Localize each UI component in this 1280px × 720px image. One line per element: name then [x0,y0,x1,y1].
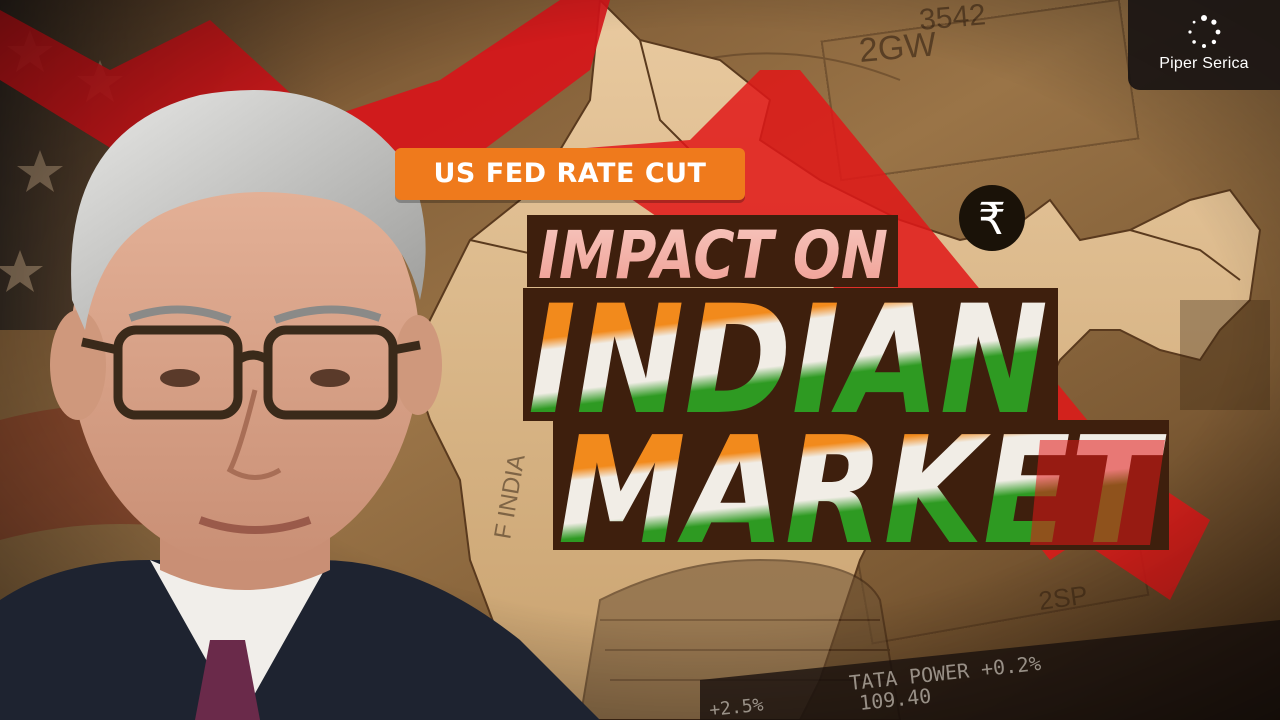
glasses-icon [81,325,421,420]
headline-line-2: INDIAN [528,274,1048,448]
speaker-portrait [0,90,600,720]
dotted-ring-logo-icon [1188,15,1221,48]
down-trend-arrow-head [1030,440,1165,545]
brand-name: Piper Serica [1159,55,1249,72]
banknote-serial: 2GW [857,25,937,70]
headline-line-1: IMPACT ON [538,217,888,294]
banknote-serial-2: 2SP [1037,579,1090,616]
svg-text:3542: 3542 [918,0,987,37]
svg-text:₹: ₹ [978,194,1006,245]
rupee-icon: ₹ [959,185,1025,251]
ticker-text-2: +2.5% [708,694,764,720]
headline-panel-2 [523,288,1058,421]
brand-badge: Piper Serica [1128,0,1280,90]
topic-tag: US FED RATE CUT [395,148,745,200]
headline-panel-1 [527,215,898,287]
